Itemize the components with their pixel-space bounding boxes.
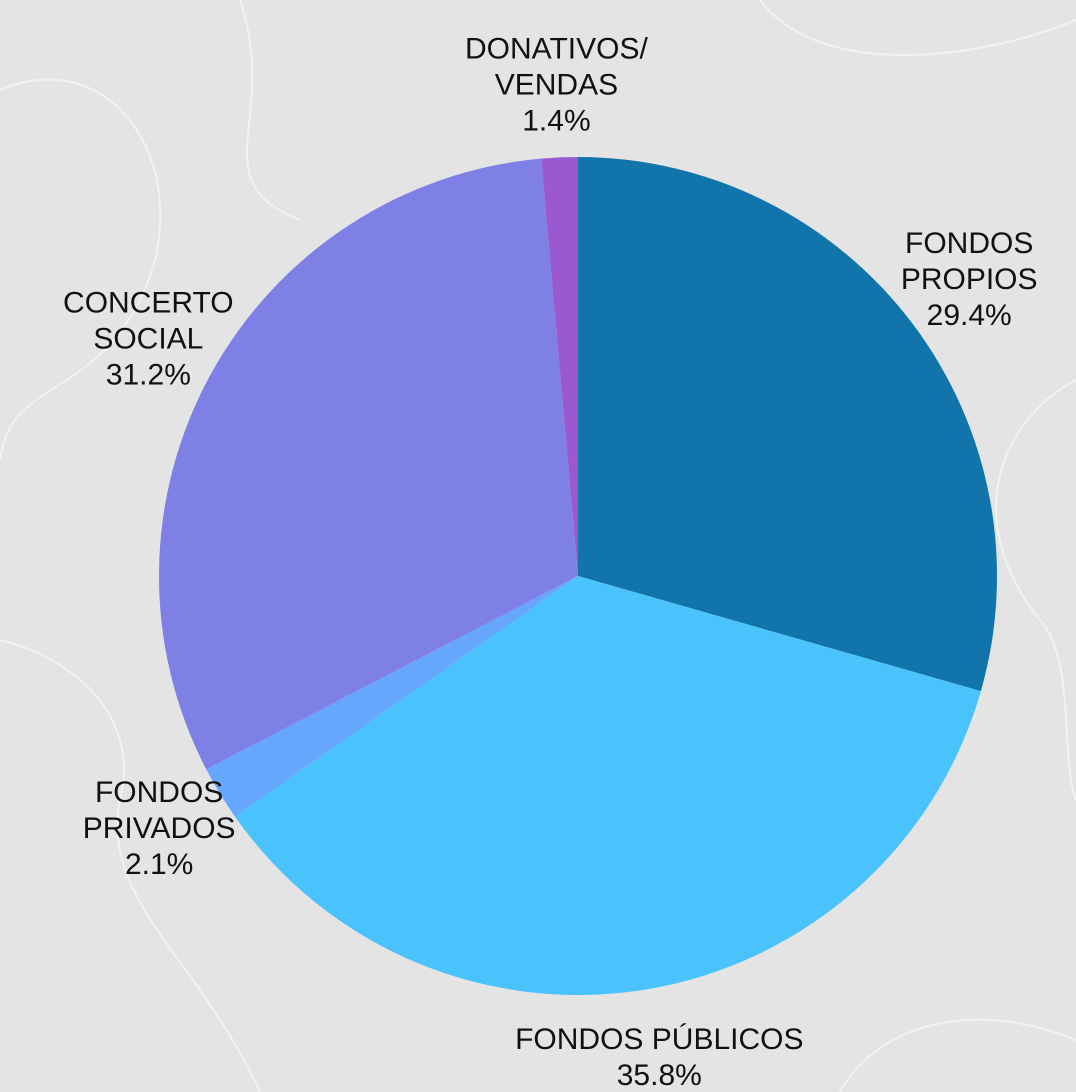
pie-slice [234,576,981,995]
slice-label: FONDOS [905,227,1033,260]
slice-label: SOCIAL [93,322,203,355]
slice-label: DONATIVOS/ [465,32,648,65]
slice-label: CONCERTO [63,286,234,319]
pie-slice [158,158,578,770]
slice-label: VENDAS [495,68,618,101]
slice-value-label: 35.8% [617,1059,702,1092]
pie-slice [206,576,579,817]
slice-label: PROPIOS [901,263,1038,296]
slice-label: FONDOS PÚBLICOS [515,1023,803,1056]
pie-slice [578,157,998,692]
pie-slice [541,157,578,576]
slice-value-label: 29.4% [927,299,1012,332]
slice-label: FONDOS [95,776,223,809]
slice-value-label: 31.2% [106,358,191,391]
slice-value-label: 2.1% [125,848,193,881]
slice-value-label: 1.4% [522,104,590,137]
slice-label: PRIVADOS [83,812,236,845]
